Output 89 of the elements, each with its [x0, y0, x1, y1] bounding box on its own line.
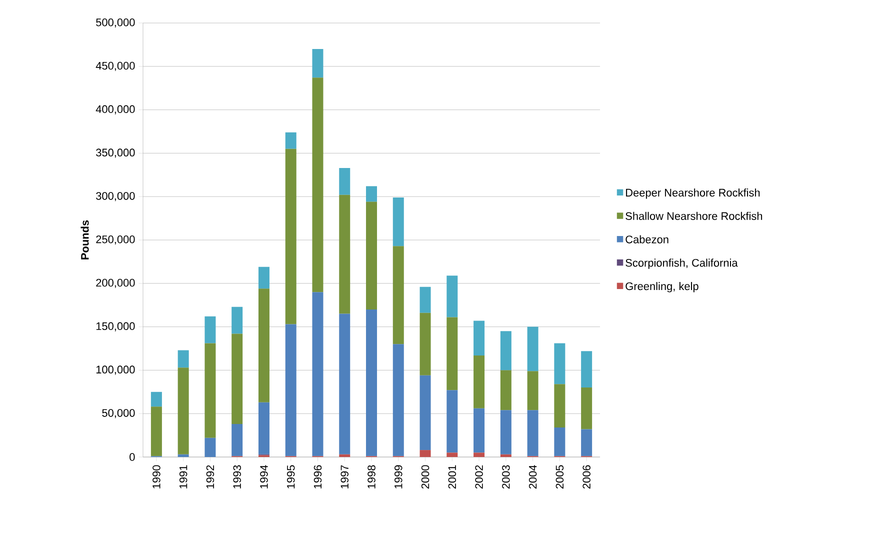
bar — [554, 427, 566, 456]
legend-label: Greenling, kelp — [626, 282, 698, 292]
x-tick-label: 1992 — [206, 465, 214, 488]
bar — [312, 49, 324, 78]
bar — [339, 194, 350, 314]
bar — [554, 343, 566, 384]
bar — [285, 324, 296, 456]
y-tick-label: 0 — [130, 453, 135, 461]
x-tick-label: 1990 — [152, 465, 160, 488]
x-tick-label: 2004 — [528, 465, 537, 489]
bar — [500, 454, 512, 457]
bar — [366, 202, 378, 310]
bar — [500, 410, 512, 454]
bar — [366, 186, 378, 202]
y-tick-label: 50,000 — [102, 409, 135, 418]
y-tick-label: 500,000 — [96, 18, 135, 28]
bar — [392, 246, 404, 344]
bar — [527, 371, 538, 410]
legend-label: Scorpionfish, California — [626, 258, 738, 269]
y-tick-label: 450,000 — [96, 62, 135, 71]
bar — [474, 408, 485, 453]
bar — [339, 314, 350, 454]
bar — [339, 168, 350, 195]
bar — [258, 402, 270, 454]
y-tick-label: 400,000 — [96, 105, 135, 114]
bar — [474, 320, 485, 356]
x-tick-label: 1998 — [368, 465, 376, 488]
bar — [204, 316, 216, 344]
x-tick-label: 2003 — [502, 465, 510, 489]
bar — [258, 288, 270, 402]
bar — [232, 424, 243, 456]
x-tick-label: 1994 — [260, 465, 268, 488]
bar — [420, 375, 431, 450]
bar — [258, 266, 270, 289]
bar — [232, 306, 243, 334]
legend-label: Deeper Nearshore Rockfish — [626, 188, 760, 199]
x-tick-label: 2002 — [475, 465, 483, 489]
x-tick-label: 2001 — [448, 465, 456, 489]
bar — [581, 388, 592, 430]
bar — [554, 384, 566, 428]
bar — [285, 148, 296, 324]
bar — [232, 334, 243, 424]
y-tick-label: 350,000 — [96, 148, 135, 158]
bar — [446, 390, 458, 453]
bar — [500, 331, 512, 370]
bar — [312, 78, 324, 292]
legend-label: Shallow Nearshore Rockfish — [626, 212, 762, 220]
bar — [178, 350, 189, 368]
bar — [446, 452, 458, 457]
bar — [204, 343, 216, 438]
bar — [527, 326, 538, 372]
x-tick-label: 1993 — [233, 465, 241, 488]
bar — [420, 286, 431, 313]
bar — [366, 309, 378, 456]
x-tick-label: 1995 — [286, 465, 295, 488]
x-tick-label: 2006 — [582, 465, 590, 489]
bar — [581, 429, 592, 456]
bar — [474, 452, 485, 457]
y-tick-label: 250,000 — [96, 235, 135, 245]
y-tick-label: 300,000 — [96, 192, 135, 202]
x-tick-label: 1991 — [179, 465, 188, 488]
x-tick-label: 1997 — [340, 465, 348, 488]
bar — [150, 392, 162, 407]
x-tick-label: 1996 — [314, 465, 322, 488]
legend-label: Cabezon — [626, 235, 668, 244]
bar — [178, 368, 189, 454]
bar — [420, 312, 431, 376]
bar — [178, 454, 189, 457]
bar — [527, 410, 538, 456]
x-tick-label: 2005 — [556, 465, 564, 489]
bar — [474, 355, 485, 408]
y-tick-label: 200,000 — [96, 278, 135, 288]
y-tick-label: 150,000 — [96, 322, 135, 332]
bar — [500, 370, 512, 410]
bar — [392, 344, 404, 456]
bar — [285, 132, 296, 149]
y-axis-title: Pounds — [80, 220, 89, 260]
bar — [446, 276, 458, 318]
y-tick-label: 100,000 — [96, 366, 135, 375]
x-tick-label: 1999 — [394, 465, 402, 488]
bar — [392, 197, 404, 246]
x-tick-label: 2000 — [421, 465, 430, 489]
bar — [204, 438, 216, 457]
bar — [150, 406, 162, 456]
bar — [312, 292, 324, 456]
bar — [581, 351, 592, 388]
bar — [446, 317, 458, 390]
bar — [339, 454, 350, 457]
bar — [420, 450, 431, 457]
